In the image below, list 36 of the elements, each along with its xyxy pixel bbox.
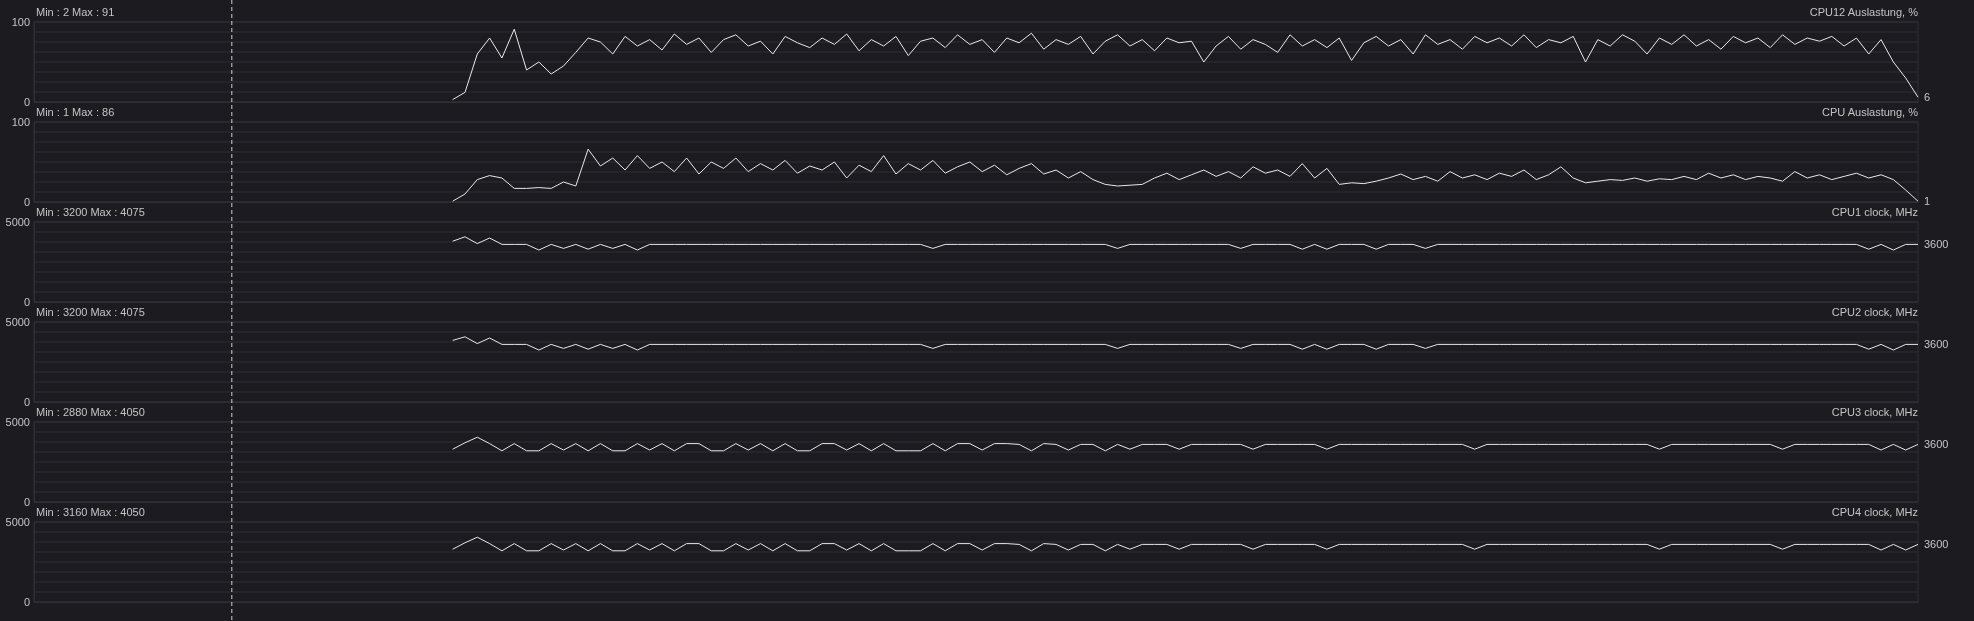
y-tick-label: 5000 — [5, 516, 30, 529]
y-tick-label: 0 — [23, 596, 30, 609]
line-series — [452, 436, 1919, 452]
text: 3600 — [1924, 338, 1949, 351]
y-tick-label: 5000 — [5, 316, 30, 329]
chart-subtitle: Min : 2 Max : 91 — [36, 6, 115, 18]
text: 3600 — [1924, 538, 1949, 551]
chart-title: CPU12 Auslastung, % — [1809, 6, 1919, 18]
line-series — [452, 28, 1919, 101]
chart-subtitle: Min : 3200 Max : 4075 — [36, 206, 145, 218]
y-tick-label: 0 — [23, 196, 30, 209]
chart-title: CPU3 clock, MHz — [1831, 406, 1918, 418]
chart-title: CPU2 clock, MHz — [1831, 306, 1918, 318]
chart-subtitle: Min : 2880 Max : 4050 — [36, 406, 145, 418]
text: 3600 — [1924, 238, 1949, 251]
y-tick-label: 100 — [11, 16, 30, 29]
y-tick-label: 0 — [23, 96, 30, 109]
line-series — [452, 536, 1919, 552]
chart-subtitle: Min : 3160 Max : 4050 — [36, 506, 145, 518]
line-series — [452, 336, 1919, 351]
chart-subtitle: Min : 3200 Max : 4075 — [36, 306, 145, 318]
chart-title: CPU4 clock, MHz — [1831, 506, 1918, 518]
text: 1 — [1924, 195, 1931, 208]
y-tick-label: 0 — [23, 396, 30, 409]
chart-title: CPU1 clock, MHz — [1831, 206, 1918, 218]
chart-title: CPU Auslastung, % — [1822, 106, 1919, 118]
line-series — [452, 236, 1919, 251]
text: 6 — [1924, 91, 1931, 104]
y-tick-label: 0 — [23, 296, 30, 309]
y-tick-label: 5000 — [5, 216, 30, 229]
y-tick-label: 5000 — [5, 416, 30, 429]
line-series — [452, 148, 1919, 202]
chart-subtitle: Min : 1 Max : 86 — [36, 106, 115, 118]
text: 3600 — [1924, 438, 1949, 451]
y-tick-label: 100 — [11, 116, 30, 129]
y-tick-label: 0 — [23, 496, 30, 509]
